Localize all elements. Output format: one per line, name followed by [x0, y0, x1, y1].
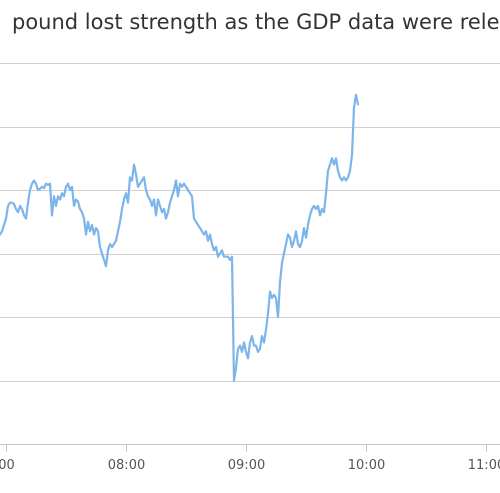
x-tick-label: 00	[0, 458, 15, 473]
series-layer	[0, 95, 358, 381]
x-axis-ticks: 00 08:00 09:00 10:00 11:00	[0, 444, 500, 473]
chart-title: pound lost strength as the GDP data were…	[12, 10, 500, 34]
series-line	[0, 95, 358, 381]
x-tick-label: 08:00	[108, 458, 145, 473]
x-tick-label: 11:00	[468, 458, 500, 473]
x-tick-label: 09:00	[228, 458, 265, 473]
x-tick-label: 10:00	[348, 458, 385, 473]
grid-lines	[0, 64, 500, 382]
